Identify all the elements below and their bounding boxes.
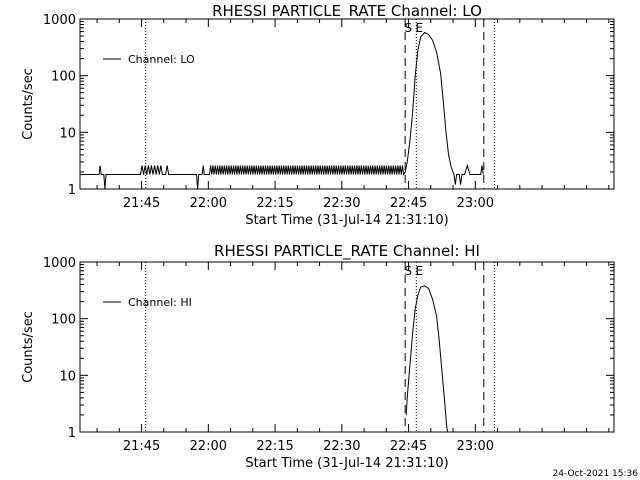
x-tick-label: 22:30 — [323, 196, 360, 211]
x-tick-label: 22:45 — [390, 196, 427, 211]
x-axis-label: Start Time (31-Jul-14 21:31:10) — [245, 456, 448, 471]
series-line — [405, 285, 449, 433]
chart-title: RHESSI PARTICLE_RATE Channel: HI — [214, 242, 480, 261]
marker-label-s: S — [404, 21, 412, 35]
x-tick-label: 23:00 — [457, 196, 494, 211]
legend-label: Channel: LO — [128, 53, 195, 66]
x-tick-label: 22:00 — [190, 196, 227, 211]
y-tick-label: 1000 — [43, 13, 76, 28]
x-axis-label: Start Time (31-Jul-14 21:31:10) — [245, 213, 448, 228]
chart-panel-1: RHESSI PARTICLE_RATE Channel: LO 21:45 22:… — [21, 2, 615, 228]
timestamp: 24-Oct-2021 15:36 — [552, 469, 638, 479]
y-tick-label: 100 — [51, 70, 76, 85]
y-tick-label: 10 — [59, 369, 76, 384]
x-tick-label: 22:00 — [190, 439, 227, 454]
x-tick-label: 22:15 — [256, 196, 293, 211]
y-axis-label: Counts/sec — [21, 311, 36, 383]
y-tick-label: 1 — [68, 183, 76, 198]
y-axis-label: Counts/sec — [21, 68, 36, 140]
x-tick-label: 21:45 — [123, 196, 160, 211]
series-line — [80, 31, 484, 190]
y-tick-label: 1 — [68, 426, 76, 441]
marker-label-e: E — [415, 21, 423, 35]
legend-label: Channel: HI — [128, 296, 192, 309]
x-tick-label: 22:15 — [256, 439, 293, 454]
plot-frame — [79, 18, 615, 190]
y-tick-label: 10 — [59, 126, 76, 141]
y-tick-label: 1000 — [43, 256, 76, 271]
marker-label-s: S — [404, 264, 412, 278]
y-tick-label: 100 — [51, 313, 76, 328]
chart-title: RHESSI PARTICLE_RATE Channel: LO — [212, 2, 482, 21]
x-tick-label: 22:30 — [323, 439, 360, 454]
x-tick-label: 21:45 — [123, 439, 160, 454]
chart-panel-2: RHESSI PARTICLE_RATE Channel: HI 21:45 22:… — [21, 242, 615, 471]
x-tick-label: 23:00 — [457, 439, 494, 454]
marker-label-e: E — [415, 264, 423, 278]
x-tick-label: 22:45 — [390, 439, 427, 454]
plot-frame — [79, 261, 615, 433]
